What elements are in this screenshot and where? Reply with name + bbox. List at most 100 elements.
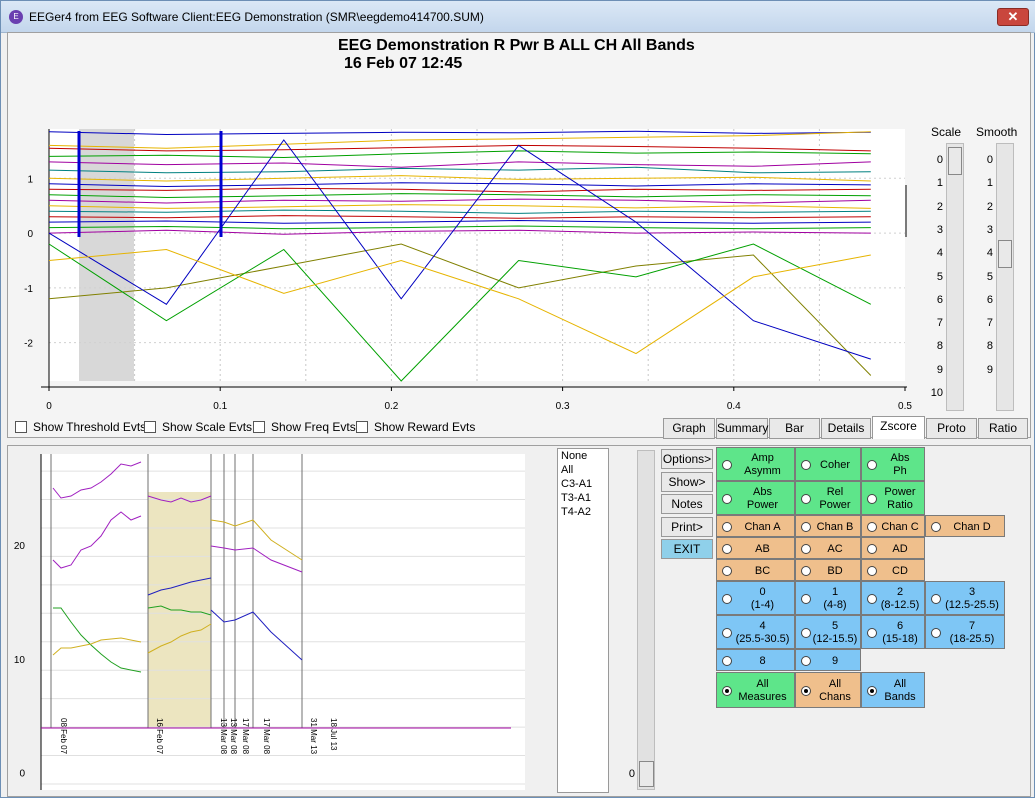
- tab-summary[interactable]: Summary: [716, 418, 768, 439]
- radio-button[interactable]: [722, 460, 732, 470]
- scale-slider[interactable]: [946, 143, 964, 411]
- show-button[interactable]: Show>: [661, 471, 713, 492]
- print-button[interactable]: Print>: [661, 516, 713, 537]
- measure-power-ratio[interactable]: Power Ratio: [861, 481, 925, 515]
- slider-thumb[interactable]: [998, 240, 1012, 269]
- band-8[interactable]: 8: [716, 649, 795, 671]
- radio-button[interactable]: [722, 594, 732, 604]
- radio-button[interactable]: [722, 566, 732, 576]
- close-button[interactable]: ✕: [997, 8, 1029, 26]
- tab-bar[interactable]: Bar: [769, 418, 820, 439]
- exit-button[interactable]: EXIT: [661, 539, 713, 559]
- x-tick-label: 0.2: [384, 401, 398, 412]
- radio-button[interactable]: [722, 522, 732, 532]
- measure-abs-power[interactable]: Abs Power: [716, 481, 795, 515]
- band-2[interactable]: 2 (8-12.5): [861, 581, 925, 615]
- option-label: 2 (8-12.5): [880, 586, 920, 611]
- radio-button[interactable]: [801, 628, 811, 638]
- radio-button[interactable]: [801, 656, 811, 666]
- tab-proto[interactable]: Proto: [926, 418, 977, 439]
- chan-chan-a[interactable]: Chan A: [716, 515, 795, 537]
- radio-button[interactable]: [931, 628, 941, 638]
- slider-thumb[interactable]: [948, 147, 962, 175]
- chan-ab[interactable]: AB: [716, 537, 795, 559]
- radio-button[interactable]: [801, 544, 811, 554]
- option-label: 0 (1-4): [750, 586, 775, 611]
- chan-chan-d[interactable]: Chan D: [925, 515, 1005, 537]
- radio-button[interactable]: [867, 686, 877, 696]
- checkbox-show-reward-evts[interactable]: Show Reward Evts: [356, 420, 475, 438]
- radio-button[interactable]: [722, 686, 732, 696]
- radio-button[interactable]: [867, 544, 877, 554]
- checkbox-show-scale-evts[interactable]: Show Scale Evts: [144, 420, 252, 438]
- measure-abs-ph[interactable]: Abs Ph: [861, 447, 925, 481]
- chan-chan-b[interactable]: Chan B: [795, 515, 861, 537]
- all-measures[interactable]: All Measures: [716, 672, 795, 708]
- radio-button[interactable]: [722, 494, 732, 504]
- radio-button[interactable]: [801, 566, 811, 576]
- radio-button[interactable]: [867, 522, 877, 532]
- radio-button[interactable]: [801, 686, 811, 696]
- radio-button[interactable]: [722, 628, 732, 638]
- band-6[interactable]: 6 (15-18): [861, 615, 925, 649]
- option-label: Abs Power: [746, 486, 779, 511]
- band-5[interactable]: 5 (12-15.5): [795, 615, 861, 649]
- checkbox-box[interactable]: [144, 421, 156, 433]
- radio-button[interactable]: [867, 594, 877, 604]
- tab-zscore[interactable]: Zscore: [872, 416, 925, 439]
- radio-button[interactable]: [867, 460, 877, 470]
- trend-line: [147, 495, 212, 503]
- chan-ac[interactable]: AC: [795, 537, 861, 559]
- radio-button[interactable]: [722, 544, 732, 554]
- smooth-slider[interactable]: [996, 143, 1014, 411]
- radio-button[interactable]: [801, 460, 811, 470]
- chan-cd[interactable]: CD: [861, 559, 925, 581]
- radio-button[interactable]: [801, 594, 811, 604]
- scrollbar-thumb[interactable]: [639, 761, 654, 787]
- slider-tick: 0: [986, 154, 993, 166]
- checkbox-box[interactable]: [356, 421, 368, 433]
- radio-button[interactable]: [931, 522, 941, 532]
- checkbox-box[interactable]: [253, 421, 265, 433]
- slider-tick: 2: [936, 200, 943, 213]
- radio-button[interactable]: [801, 494, 811, 504]
- channel-item[interactable]: T3-A1: [561, 492, 591, 504]
- radio-button[interactable]: [931, 594, 941, 604]
- checkbox-box[interactable]: [15, 421, 27, 433]
- radio-button[interactable]: [801, 522, 811, 532]
- channel-item[interactable]: T4-A2: [561, 506, 591, 518]
- channel-list[interactable]: None All C3-A1 T3-A1 T4-A2: [557, 448, 609, 793]
- measure-rel-power[interactable]: Rel Power: [795, 481, 861, 515]
- y-tick-label: -1: [24, 284, 33, 295]
- tab-details[interactable]: Details: [821, 418, 871, 439]
- channel-item[interactable]: None: [561, 450, 588, 462]
- chan-bd[interactable]: BD: [795, 559, 861, 581]
- checkbox-show-freq-evts[interactable]: Show Freq Evts: [253, 420, 356, 438]
- chan-bc[interactable]: BC: [716, 559, 795, 581]
- all-bands[interactable]: All Bands: [861, 672, 925, 708]
- notes-button[interactable]: Notes: [661, 494, 713, 514]
- radio-button[interactable]: [867, 566, 877, 576]
- all-chans[interactable]: All Chans: [795, 672, 861, 708]
- slider-tick: 1: [936, 177, 943, 190]
- measure-amp-asymm[interactable]: Amp Asymm: [716, 447, 795, 481]
- vertical-scrollbar[interactable]: [637, 450, 655, 790]
- band-4[interactable]: 4 (25.5-30.5): [716, 615, 795, 649]
- band-0[interactable]: 0 (1-4): [716, 581, 795, 615]
- radio-button[interactable]: [867, 628, 877, 638]
- measure-coher[interactable]: Coher: [795, 447, 861, 481]
- band-7[interactable]: 7 (18-25.5): [925, 615, 1005, 649]
- channel-item[interactable]: C3-A1: [561, 478, 593, 490]
- band-1[interactable]: 1 (4-8): [795, 581, 861, 615]
- band-3[interactable]: 3 (12.5-25.5): [925, 581, 1005, 615]
- checkbox-show-threshold-evts[interactable]: Show Threshold Evts: [15, 420, 146, 438]
- options-button[interactable]: Options>: [661, 449, 713, 469]
- radio-button[interactable]: [867, 494, 877, 504]
- band-9[interactable]: 9: [795, 649, 861, 671]
- chan-chan-c[interactable]: Chan C: [861, 515, 925, 537]
- tab-graph[interactable]: Graph: [663, 418, 715, 439]
- radio-button[interactable]: [722, 656, 732, 666]
- channel-item[interactable]: All: [561, 464, 574, 476]
- tab-ratio[interactable]: Ratio: [978, 418, 1028, 439]
- chan-ad[interactable]: AD: [861, 537, 925, 559]
